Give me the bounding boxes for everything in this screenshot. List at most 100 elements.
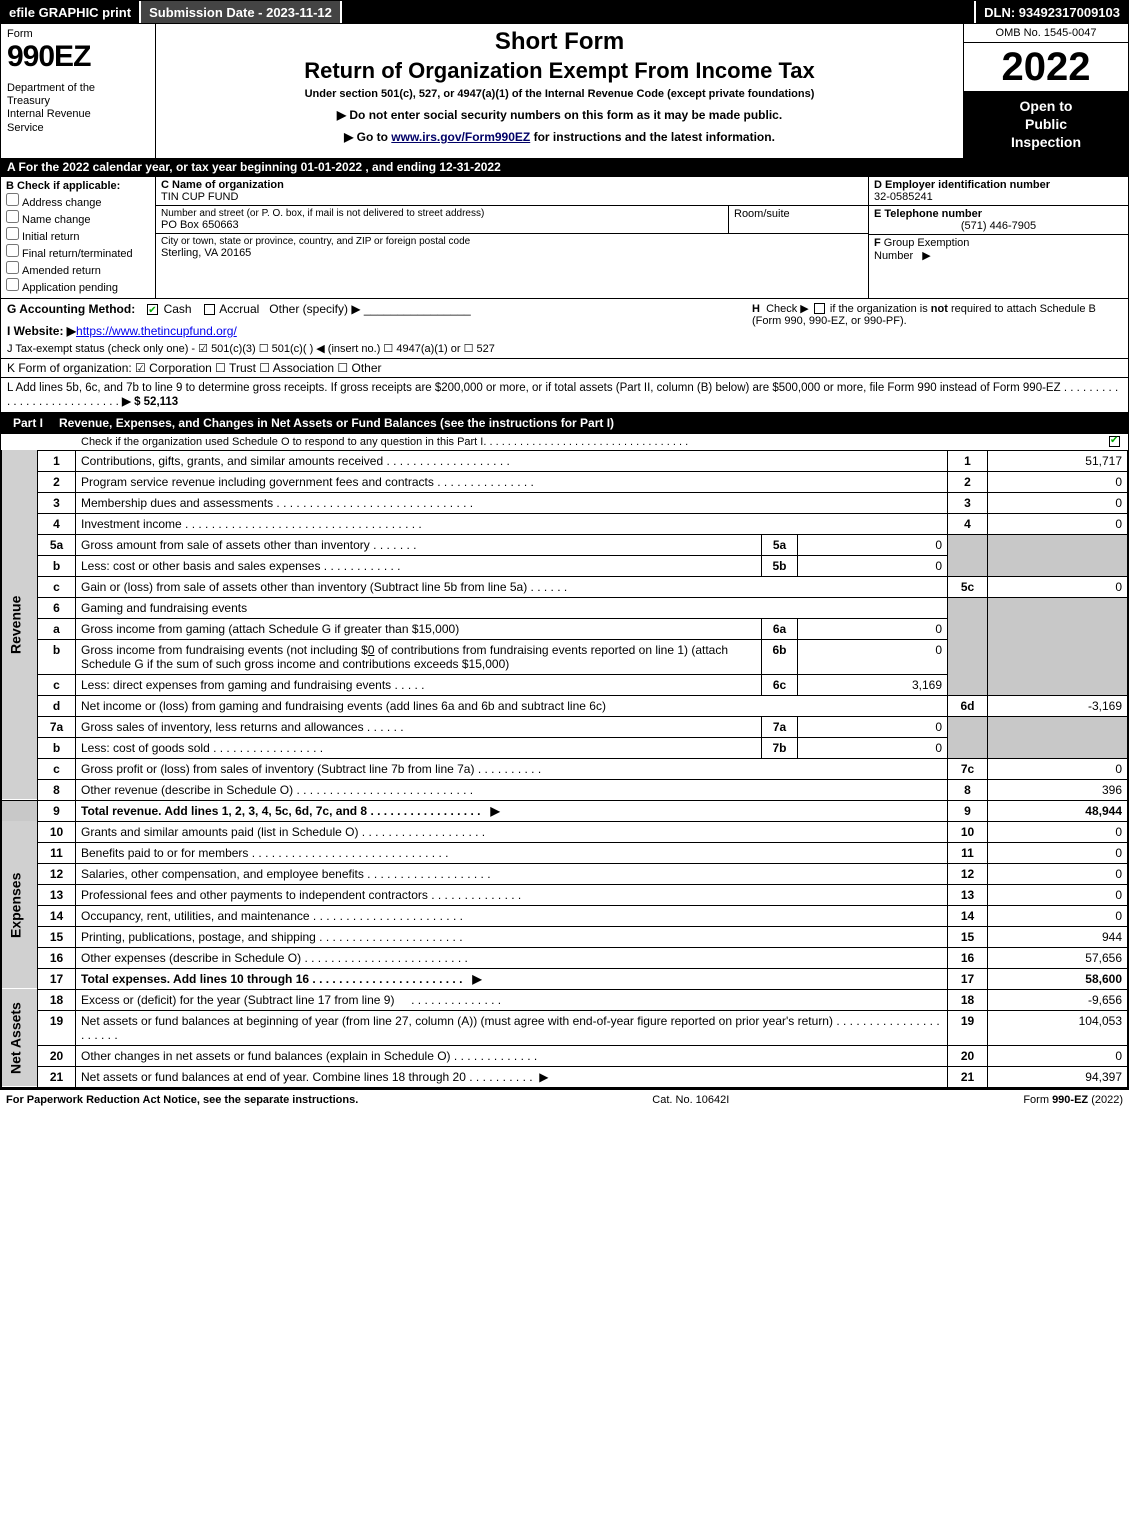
line-10-desc: Grants and similar amounts paid (list in… <box>81 825 358 839</box>
top-bar: efile GRAPHIC print Submission Date - 20… <box>1 1 1128 23</box>
dln: DLN: 93492317009103 <box>974 1 1128 23</box>
section-B-checkboxes: B Check if applicable: Address change Na… <box>1 177 156 298</box>
line-6-desc: Gaming and fundraising events <box>76 597 948 618</box>
line-7a-val: 0 <box>798 716 948 737</box>
city-state-zip: Sterling, VA 20165 <box>161 247 470 259</box>
part-1-header: Part I Revenue, Expenses, and Changes in… <box>1 412 1128 434</box>
line-17-desc: Total expenses. Add lines 10 through 16 <box>81 972 309 986</box>
irs-link[interactable]: www.irs.gov/Form990EZ <box>391 130 530 144</box>
line-15-num: 15 <box>38 926 76 947</box>
accounting-method: G Accounting Method: Cash Accrual Other … <box>7 302 742 316</box>
department: Department of theTreasuryInternal Revenu… <box>7 82 149 135</box>
line-7c-num: c <box>38 758 76 779</box>
org-name: TIN CUP FUND <box>161 191 292 203</box>
line-19-amt: 104,053 <box>988 1010 1128 1045</box>
line-8-amt: 396 <box>988 779 1128 800</box>
room-suite: Room/suite <box>728 206 868 233</box>
form-number: 990EZ <box>7 40 149 74</box>
line-1-rnum: 1 <box>948 450 988 471</box>
line-19-desc: Net assets or fund balances at beginning… <box>81 1014 833 1028</box>
submission-date: Submission Date - 2023-11-12 <box>141 1 342 23</box>
form-header: Form 990EZ Department of theTreasuryInte… <box>1 23 1128 158</box>
tax-year: 2022 <box>964 43 1128 91</box>
line-1-num: 1 <box>38 450 76 471</box>
chk-name-change[interactable]: Name change <box>6 210 150 226</box>
line-14-num: 14 <box>38 905 76 926</box>
form-ref: Form 990-EZ (2022) <box>1023 1094 1123 1106</box>
line-21-amt: 94,397 <box>988 1066 1128 1087</box>
chk-application-pending[interactable]: Application pending <box>6 278 150 294</box>
line-19-num: 19 <box>38 1010 76 1045</box>
telephone-label: E Telephone number <box>874 208 982 220</box>
chk-initial-return[interactable]: Initial return <box>6 227 150 243</box>
line-20-num: 20 <box>38 1045 76 1066</box>
line-3-num: 3 <box>38 492 76 513</box>
line-17-amt: 58,600 <box>988 968 1128 989</box>
street-label: Number and street (or P. O. box, if mail… <box>161 208 723 219</box>
line-18-amt: -9,656 <box>988 989 1128 1010</box>
line-20-amt: 0 <box>988 1045 1128 1066</box>
city-label: City or town, state or province, country… <box>161 236 470 247</box>
line-11-num: 11 <box>38 842 76 863</box>
line-6a-num: a <box>38 618 76 639</box>
line-7b-desc: Less: cost of goods sold <box>81 741 210 755</box>
line-5c-amt: 0 <box>988 576 1128 597</box>
line-2-num: 2 <box>38 471 76 492</box>
line-6d-desc: Net income or (loss) from gaming and fun… <box>76 695 948 716</box>
line-6b-desc: Gross income from fundraising events (no… <box>76 639 762 674</box>
line-7a-desc: Gross sales of inventory, less returns a… <box>81 720 364 734</box>
chk-accrual[interactable] <box>204 304 215 315</box>
form-label: Form <box>7 28 149 40</box>
line-6a-desc: Gross income from gaming (attach Schedul… <box>81 622 459 636</box>
page-footer: For Paperwork Reduction Act Notice, see … <box>0 1089 1129 1110</box>
group-exemption: F Group ExemptionNumber ▶ <box>874 237 969 262</box>
line-5c-num: c <box>38 576 76 597</box>
line-6d-num: d <box>38 695 76 716</box>
chk-address-change[interactable]: Address change <box>6 193 150 209</box>
line-8-desc: Other revenue (describe in Schedule O) <box>81 783 293 797</box>
line-11-desc: Benefits paid to or for members <box>81 846 248 860</box>
ein-label: D Employer identification number <box>874 179 1050 191</box>
line-12-amt: 0 <box>988 863 1128 884</box>
section-H: H Check ▶ if the organization is not req… <box>742 302 1122 355</box>
line-17-num: 17 <box>38 968 76 989</box>
line-13-num: 13 <box>38 884 76 905</box>
line-4-num: 4 <box>38 513 76 534</box>
line-7c-desc: Gross profit or (loss) from sales of inv… <box>81 762 474 776</box>
row-A-calendar: A For the 2022 calendar year, or tax yea… <box>1 158 1128 176</box>
line-5a-desc: Gross amount from sale of assets other t… <box>81 538 370 552</box>
line-5c-desc: Gain or (loss) from sale of assets other… <box>81 580 527 594</box>
chk-schedule-o-part1[interactable] <box>1109 436 1120 447</box>
efile-print[interactable]: efile GRAPHIC print <box>1 1 141 23</box>
line-9-desc: Total revenue. Add lines 1, 2, 3, 4, 5c,… <box>81 804 367 818</box>
line-6c-val: 3,169 <box>798 674 948 695</box>
B-label: B Check if applicable: <box>6 180 120 192</box>
tax-exempt-status: J Tax-exempt status (check only one) - ☑… <box>7 342 742 355</box>
ein-value: 32-0585241 <box>874 191 933 203</box>
line-8-num: 8 <box>38 779 76 800</box>
gross-receipts-L: L Add lines 5b, 6c, and 7b to line 9 to … <box>1 377 1128 412</box>
chk-cash[interactable] <box>147 304 158 315</box>
line-18-desc: Excess or (deficit) for the year (Subtra… <box>81 993 394 1007</box>
website-link[interactable]: https://www.thetincupfund.org/ <box>76 324 237 338</box>
lines-table: Revenue 1 Contributions, gifts, grants, … <box>1 450 1128 1088</box>
line-5b-val: 0 <box>798 555 948 576</box>
line-14-desc: Occupancy, rent, utilities, and maintena… <box>81 909 310 923</box>
title-short-form: Short Form <box>164 28 955 56</box>
line-16-desc: Other expenses (describe in Schedule O) <box>81 951 301 965</box>
line-6b-num: b <box>38 639 76 674</box>
part-1-schedule-o: Check if the organization used Schedule … <box>1 434 1128 450</box>
chk-final-return[interactable]: Final return/terminated <box>6 244 150 260</box>
line-13-amt: 0 <box>988 884 1128 905</box>
line-16-amt: 57,656 <box>988 947 1128 968</box>
line-1-desc: Contributions, gifts, grants, and simila… <box>81 454 383 468</box>
website-row: I Website: ▶https://www.thetincupfund.or… <box>7 324 742 338</box>
chk-amended-return[interactable]: Amended return <box>6 261 150 277</box>
chk-schedule-b[interactable] <box>814 303 825 314</box>
revenue-vlabel: Revenue <box>2 450 38 800</box>
line-3-amt: 0 <box>988 492 1128 513</box>
under-section: Under section 501(c), 527, or 4947(a)(1)… <box>164 88 955 100</box>
line-3-desc: Membership dues and assessments <box>81 496 273 510</box>
line-12-num: 12 <box>38 863 76 884</box>
line-7c-amt: 0 <box>988 758 1128 779</box>
